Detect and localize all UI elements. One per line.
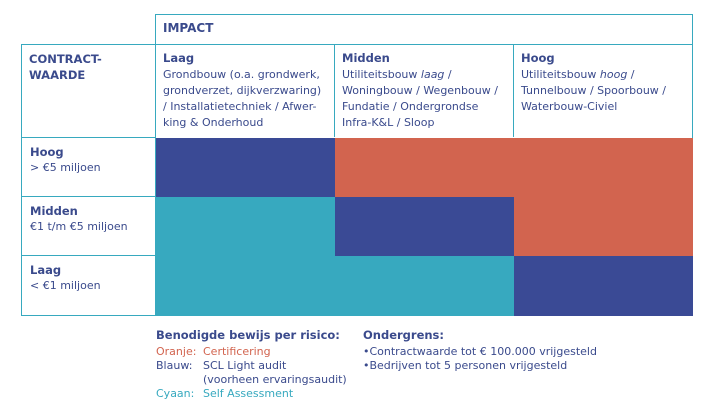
matrix-cell-blue bbox=[514, 256, 693, 316]
legend-key: Cyaan: bbox=[156, 387, 195, 400]
legend-title: Benodigde bewijs per risico: bbox=[156, 328, 340, 342]
legend-value-note: (voorheen ervaringsaudit) bbox=[203, 373, 347, 386]
legend-item-cyaan: Cyaan: Self Assessment bbox=[156, 387, 356, 401]
column-text: Utiliteitsbouw bbox=[342, 68, 421, 81]
contract-value-header: CONTRACT- WAARDE bbox=[29, 52, 102, 82]
matrix-cell-cyan bbox=[335, 256, 514, 316]
column-title: Laag bbox=[163, 51, 195, 65]
grid-line bbox=[21, 44, 22, 316]
impact-header: IMPACT bbox=[163, 21, 214, 35]
row-sub: €1 t/m €5 miljoen bbox=[30, 220, 128, 233]
column-text: / Woningbouw / Wegenbouw / Fundatie / On… bbox=[342, 68, 498, 129]
row-title: Midden bbox=[30, 204, 78, 218]
legend-key: Blauw: bbox=[156, 359, 193, 372]
matrix-cell-orange bbox=[514, 197, 693, 256]
legend-value: SCL Light audit bbox=[203, 359, 287, 372]
grid-line bbox=[21, 44, 693, 45]
row-sub: > €5 miljoen bbox=[30, 161, 101, 174]
legend-key: Oranje: bbox=[156, 345, 197, 358]
legend-value: Self Assessment bbox=[203, 387, 294, 400]
grid-line bbox=[334, 44, 335, 137]
ondergrens-item: •Bedrijven tot 5 personen vrijgesteld bbox=[363, 359, 568, 372]
ondergrens-title: Ondergrens: bbox=[363, 328, 444, 342]
legend: Benodigde bewijs per risico: Oranje: Cer… bbox=[156, 328, 356, 401]
column-text-italic: laag bbox=[420, 68, 445, 81]
column-header-hoog: Hoog Utiliteitsbouw hoog / Tunnelbouw / … bbox=[514, 46, 692, 136]
column-title: Midden bbox=[342, 51, 390, 65]
column-text: / Tunnelbouw / Spoorbouw / Waterbouw-Civ… bbox=[521, 68, 666, 113]
matrix-cell-cyan bbox=[156, 256, 335, 316]
row-header-laag: Laag < €1 miljoen bbox=[22, 256, 155, 314]
grid-line bbox=[155, 14, 693, 15]
matrix-cell-blue bbox=[335, 197, 514, 256]
legend-item-oranje: Oranje: Certificering bbox=[156, 345, 356, 359]
grid-line bbox=[513, 44, 514, 137]
column-text: Grondbouw (o.a. grondwerk, grondverzet, … bbox=[163, 68, 322, 129]
grid-line bbox=[21, 255, 155, 256]
grid-line bbox=[21, 196, 155, 197]
legend-item-blauw: Blauw: SCL Light audit (voorheen ervarin… bbox=[156, 359, 356, 387]
row-sub: < €1 miljoen bbox=[30, 279, 101, 292]
matrix-cell-orange bbox=[514, 138, 693, 197]
column-text-italic: hoog bbox=[599, 68, 628, 81]
row-header-hoog: Hoog > €5 miljoen bbox=[22, 138, 155, 196]
row-title: Laag bbox=[30, 263, 62, 277]
column-title: Hoog bbox=[521, 51, 555, 65]
row-title: Hoog bbox=[30, 145, 64, 159]
column-text: Utiliteitsbouw bbox=[521, 68, 600, 81]
legend-value: Certificering bbox=[203, 345, 271, 358]
matrix-cell-orange bbox=[335, 138, 514, 197]
column-header-midden: Midden Utiliteitsbouw laag / Woningbouw … bbox=[335, 46, 513, 136]
matrix-cell-cyan bbox=[156, 197, 335, 256]
grid-line bbox=[155, 14, 156, 316]
grid-line bbox=[21, 137, 155, 138]
row-header-midden: Midden €1 t/m €5 miljoen bbox=[22, 197, 155, 255]
matrix-cell-blue bbox=[156, 138, 335, 197]
ondergrens: Ondergrens: •Contractwaarde tot € 100.00… bbox=[363, 328, 663, 373]
column-header-laag: Laag Grondbouw (o.a. grondwerk, grondver… bbox=[156, 46, 334, 136]
ondergrens-item: •Contractwaarde tot € 100.000 vrijgestel… bbox=[363, 345, 597, 358]
